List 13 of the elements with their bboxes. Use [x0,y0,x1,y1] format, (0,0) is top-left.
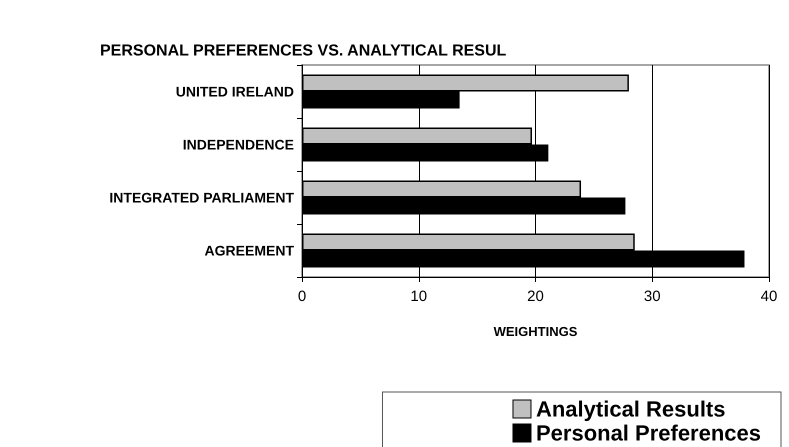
chart-title: PERSONAL PREFERENCES VS. ANALYTICAL RESUL [100,42,507,60]
y-tick-label: AGREEMENT [204,242,294,258]
x-tick-label: 30 [644,288,661,305]
x-axis-title: WEIGHTINGS [494,324,578,339]
x-tick-label: 20 [527,288,544,305]
legend-label: Personal Preferences [536,420,762,446]
legend-label: Analytical Results [536,396,726,422]
x-tick-label: 10 [410,288,428,305]
y-tick-label: INDEPENDENCE [182,136,294,152]
y-tick-label: UNITED IRELAND [176,84,294,100]
x-tick-label: 40 [760,288,778,305]
x-tick-label: 0 [298,288,306,305]
y-tick-label: INTEGRATED PARLIAMENT [109,190,294,206]
